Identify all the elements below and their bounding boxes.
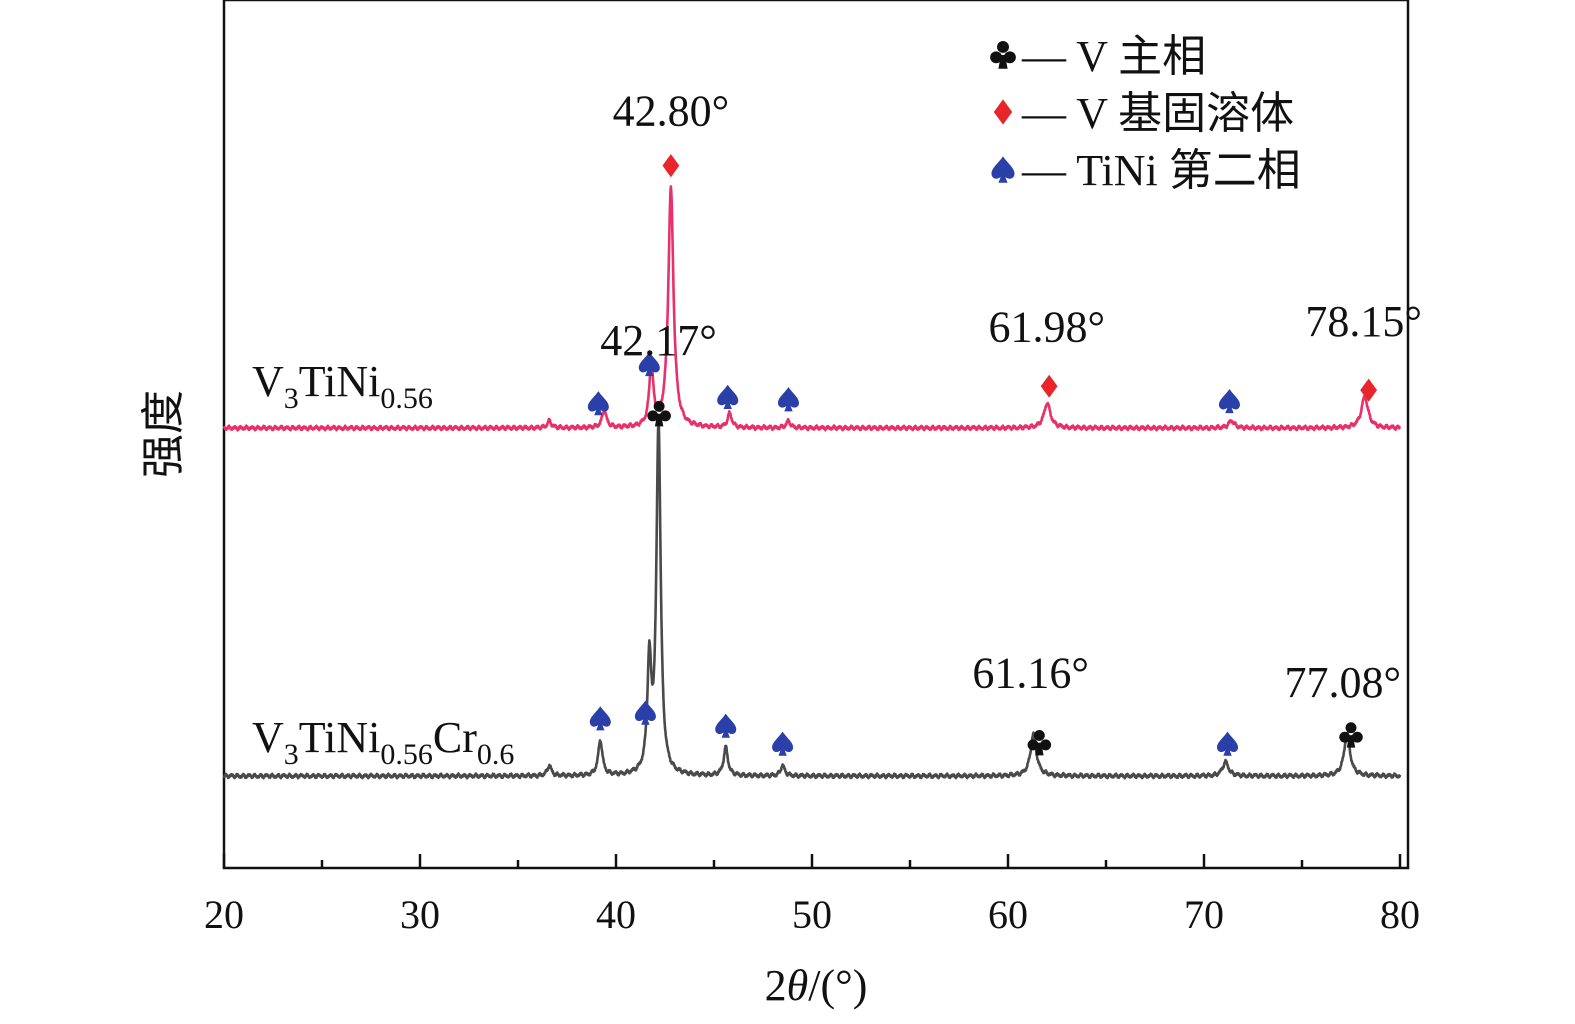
series-label: V3TiNi0.56Cr0.6	[252, 713, 514, 771]
club-marker	[1027, 729, 1052, 756]
spade-marker	[587, 391, 609, 416]
peak-markers	[587, 154, 1378, 756]
series-1-line	[222, 185, 1402, 432]
peak-annotation: 77.08°	[1284, 658, 1401, 707]
x-axis-label: 2θ/(°)	[765, 961, 868, 1010]
diamond-marker	[662, 154, 680, 178]
y-axis-label: 强度	[139, 390, 188, 478]
legend: — V 主相 — V 基固溶体 — TiNi 第二相	[990, 32, 1301, 195]
legend-entry: — V 基固溶体	[1021, 89, 1294, 138]
spade-marker	[991, 156, 1015, 183]
x-tick-label: 40	[596, 892, 636, 937]
spade-marker	[777, 387, 799, 412]
club-marker	[647, 400, 671, 427]
spade-marker	[638, 352, 660, 377]
diamond-marker	[993, 99, 1013, 125]
peak-annotation: 42.80°	[613, 87, 730, 136]
x-tick-label: 20	[204, 892, 244, 937]
club-marker	[1339, 722, 1363, 748]
x-tick-label: 80	[1380, 892, 1420, 937]
peak-annotation: 42.17°	[600, 316, 717, 365]
diamond-marker	[1360, 378, 1378, 402]
spade-marker	[717, 384, 739, 409]
diamond-marker	[1040, 374, 1058, 398]
series-label: V3TiNi0.56	[252, 357, 433, 415]
peak-annotations: 42.17° 61.16° 77.08° 42.80° 61.98° 78.15°	[600, 87, 1422, 707]
club-marker	[990, 40, 1016, 69]
x-axis-ticks: 20 30 40 50 60 70 80	[204, 854, 1420, 937]
spade-marker	[634, 700, 656, 725]
plot-frame	[222, 0, 1410, 870]
spectra: V3TiNi0.56 V3TiNi0.56Cr0.6	[222, 185, 1402, 780]
x-tick-label: 70	[1184, 892, 1224, 937]
spade-marker	[715, 713, 737, 738]
x-tick-label: 50	[792, 892, 832, 937]
spade-marker	[1218, 389, 1240, 414]
series-0-line	[222, 417, 1402, 780]
peak-annotation: 61.98°	[989, 303, 1106, 352]
peak-annotation: 61.16°	[972, 649, 1089, 698]
legend-entry: — TiNi 第二相	[1021, 146, 1301, 195]
peak-annotation: 78.15°	[1305, 297, 1422, 346]
spade-marker	[772, 731, 794, 756]
legend-entry: — V 主相	[1021, 32, 1206, 81]
spade-marker	[1217, 731, 1239, 756]
spade-marker	[589, 706, 611, 731]
x-tick-label: 30	[400, 892, 440, 937]
x-tick-label: 60	[988, 892, 1028, 937]
